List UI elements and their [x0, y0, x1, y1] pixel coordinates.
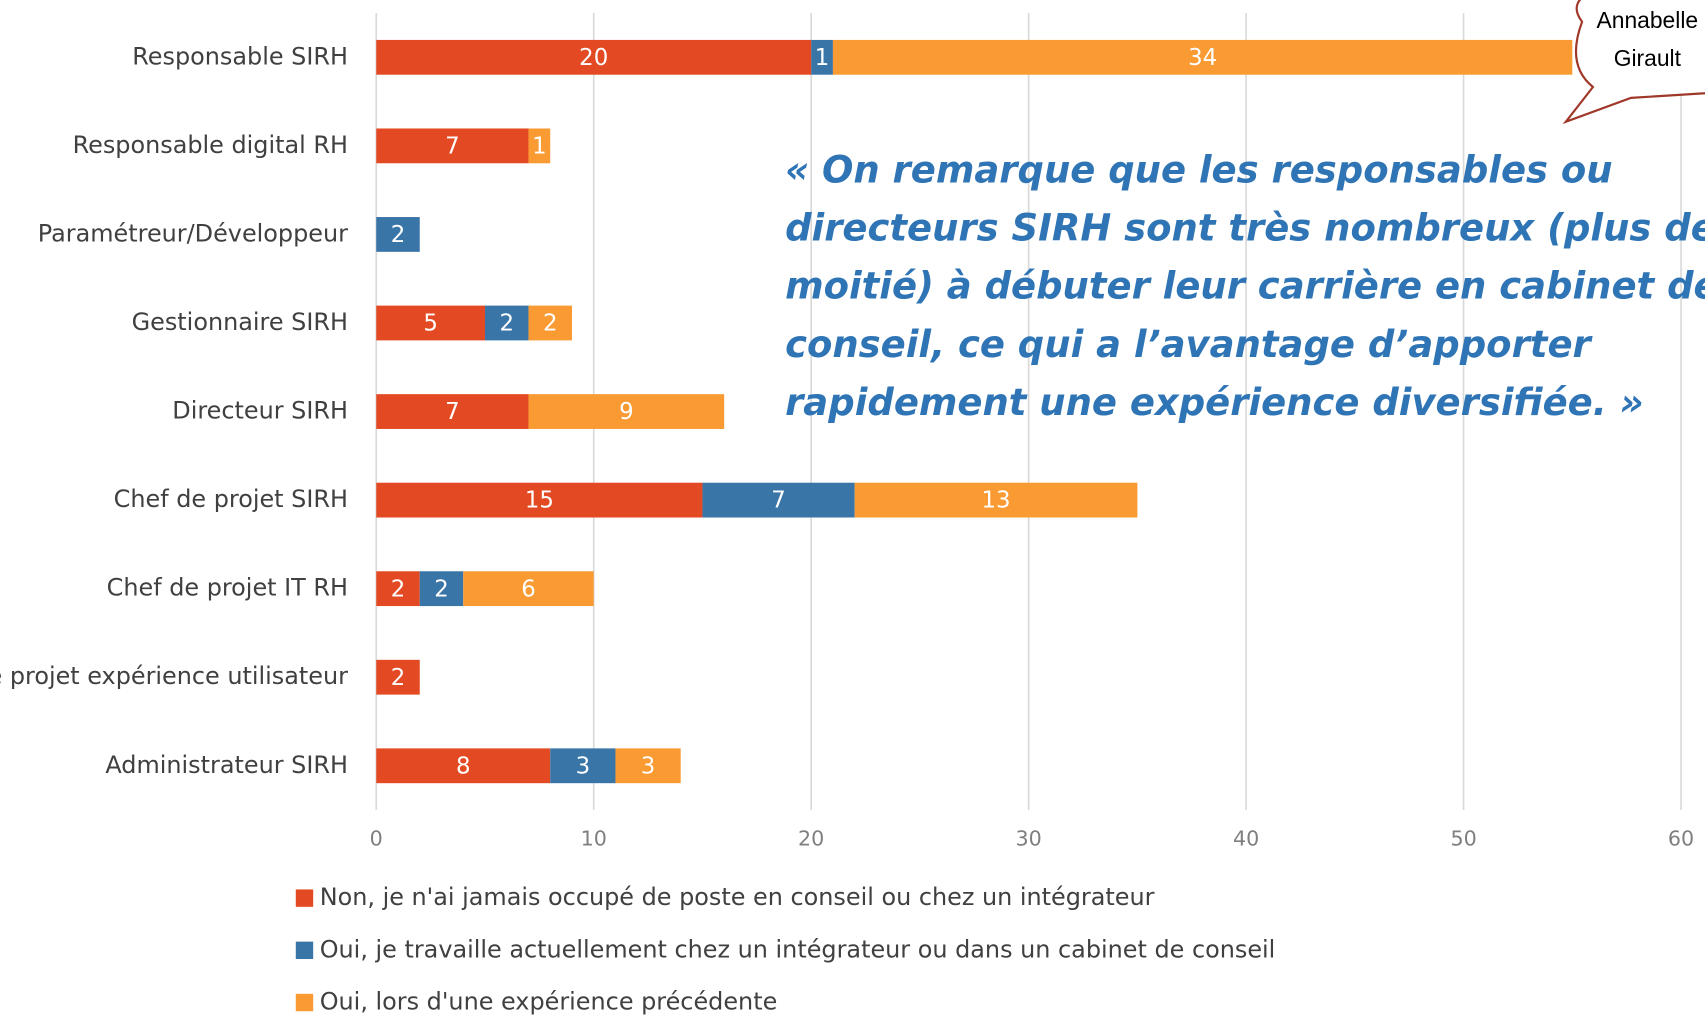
y-tick-label: Responsable digital RH [73, 131, 348, 159]
data-label: 8 [456, 753, 471, 779]
y-tick-label: Paramétreur/Développeur [38, 219, 348, 247]
data-label: 6 [521, 576, 536, 602]
quote-line: conseil, ce qui a l’avantage d’apporter [785, 323, 1593, 366]
x-tick-label: 50 [1450, 826, 1476, 850]
data-label: 1 [532, 133, 547, 159]
legend-label: Non, je n'ai jamais occupé de poste en c… [320, 883, 1155, 911]
y-tick-label: Chef de projet SIRH [114, 485, 348, 513]
x-tick-label: 40 [1233, 826, 1259, 850]
x-tick-label: 20 [798, 826, 824, 850]
data-label: 2 [391, 665, 406, 691]
data-label: 2 [391, 576, 406, 602]
legend-swatch [296, 942, 313, 959]
y-tick-label: Responsable SIRH [132, 42, 348, 70]
x-tick-label: 60 [1668, 826, 1694, 850]
quote-line: moitié) à débuter leur carrière en cabin… [785, 265, 1705, 308]
legend-label: Oui, je travaille actuellement chez un i… [320, 935, 1276, 963]
legend-label: Oui, lors d'une expérience précédente [320, 988, 778, 1016]
x-tick-label: 0 [370, 826, 383, 850]
data-label: 20 [579, 45, 608, 71]
data-label: 7 [771, 488, 786, 514]
data-label: 1 [815, 45, 830, 71]
y-tick-label: Gestionnaire SIRH [132, 308, 348, 336]
chart: 0 10 20 30 40 50 60 Responsable SIRH 20 1 34 Respon… [0, 0, 1705, 1021]
annotation: Annabelle [1597, 7, 1699, 33]
y-tick-label: Chef de projet expérience utilisateur [0, 662, 348, 690]
legend-swatch [296, 889, 313, 906]
legend-swatch [296, 994, 313, 1011]
data-label: 2 [434, 576, 449, 602]
y-tick-label: Directeur SIRH [172, 397, 348, 425]
data-label: 13 [981, 488, 1010, 514]
x-tick-label: 10 [581, 826, 607, 850]
data-label: 3 [576, 753, 591, 779]
data-label: 7 [445, 399, 460, 425]
data-label: 5 [423, 311, 438, 337]
plot: 0 10 20 30 40 50 60 Responsable SIRH 20 1 34 Respon… [0, 13, 1705, 1015]
x-tick-label: 30 [1016, 826, 1042, 850]
y-tick-label: Administrateur SIRH [105, 751, 348, 779]
data-label: 9 [619, 399, 634, 425]
data-label: 2 [543, 311, 558, 337]
data-label: 3 [641, 753, 656, 779]
data-label: 34 [1188, 45, 1217, 71]
y-tick-label: Chef de projet IT RH [107, 574, 348, 602]
data-label: 7 [445, 133, 460, 159]
quote-line: « On remarque que les responsables ou [785, 148, 1612, 191]
quote-line: rapidement une expérience diversifiée. » [785, 381, 1644, 424]
annotation: Girault [1614, 45, 1682, 71]
data-label: 2 [499, 311, 514, 337]
data-label: 2 [391, 222, 406, 248]
data-label: 15 [525, 488, 554, 514]
quote-line: directeurs SIRH sont très nombreux (plus… [785, 206, 1705, 249]
